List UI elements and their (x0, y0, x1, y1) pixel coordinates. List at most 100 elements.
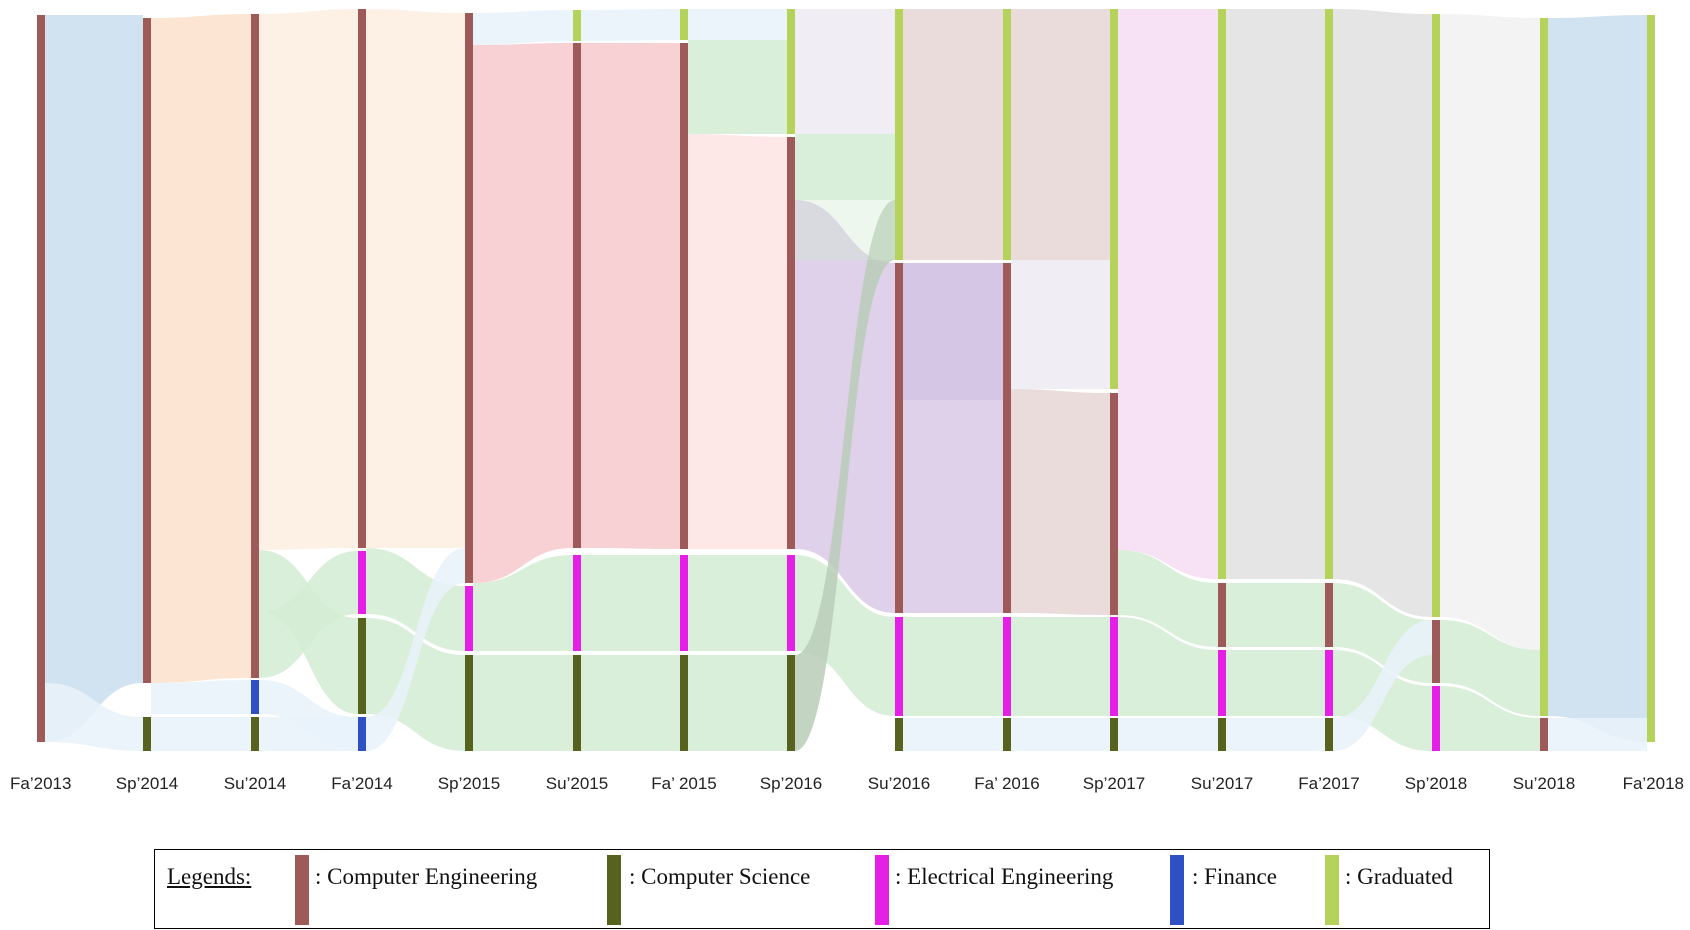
legend-label-graduated: : Graduated (1345, 864, 1453, 889)
flow-ribbon (1118, 718, 1218, 751)
flow-ribbon (688, 9, 787, 40)
flow-ribbon (795, 555, 895, 716)
node-graduated (1325, 9, 1333, 579)
flow-ribbon (795, 9, 895, 134)
flow-ribbon (1440, 14, 1540, 650)
flow-ribbon (1011, 718, 1110, 751)
node-computer-engineering (37, 15, 45, 742)
node-graduated (1647, 15, 1655, 742)
flow-ribbon (1118, 550, 1218, 647)
node-electrical-engineering (1110, 617, 1118, 716)
node-electrical-engineering (680, 555, 688, 651)
flow-ribbon (795, 200, 895, 751)
flow-ribbon (473, 555, 573, 651)
term-label: Fa’2014 (331, 774, 392, 793)
flow-ribbon (795, 134, 895, 200)
node-graduated (1432, 14, 1440, 617)
term-label: Sp’2015 (438, 774, 500, 793)
flow-ribbon (1011, 389, 1110, 615)
flow-ribbon (903, 718, 1003, 751)
term-label: Fa’ 2015 (651, 774, 717, 793)
node-computer-science (143, 717, 151, 751)
node-computer-engineering (1432, 620, 1440, 683)
node-computer-science (1218, 718, 1226, 751)
node-graduated (787, 9, 795, 134)
sankey-diagram: Fa’2013 Sp’2014 Su’2014 Fa’2014 Sp’2015 Su’20… (10, 9, 1684, 793)
node-computer-science (1003, 718, 1011, 751)
flow-ribbon (581, 43, 680, 549)
node-computer-science (251, 717, 259, 751)
term-label: Su’2017 (1191, 774, 1253, 793)
legend-label-computer-science: : Computer Science (629, 864, 811, 889)
flow-overlay (795, 200, 895, 260)
node-electrical-engineering (465, 586, 473, 651)
flow-ribbon (151, 717, 251, 751)
node-graduated (1218, 9, 1226, 579)
node-computer-engineering (1003, 263, 1011, 613)
node-computer-engineering (251, 14, 259, 678)
flow-ribbon (1548, 15, 1647, 742)
node-computer-engineering (1540, 718, 1548, 751)
flow-ribbon (45, 15, 143, 742)
term-label-layer: Fa’2013 Sp’2014 Su’2014 Fa’2014 Sp’2015 Su’20… (10, 774, 1684, 793)
node-computer-engineering (787, 137, 795, 549)
flow-ribbon (259, 551, 358, 678)
legend-swatch-computer-engineering (295, 855, 309, 925)
flow-ribbon (1548, 718, 1647, 751)
node-computer-engineering (895, 263, 903, 613)
term-label: Fa’2017 (1298, 774, 1359, 793)
term-label: Su’2018 (1513, 774, 1575, 793)
flow-ribbon (688, 134, 787, 549)
term-label: Sp’2017 (1083, 774, 1145, 793)
flow-ribbon (259, 717, 358, 751)
flow-ribbon (1118, 617, 1218, 716)
flow-ribbon (1440, 686, 1540, 751)
flow-ribbon (688, 655, 787, 751)
flow-ribbon (688, 555, 787, 651)
flow-ribbon (1226, 9, 1325, 579)
term-label: Sp’2014 (116, 774, 178, 793)
flow-ribbon (1440, 620, 1540, 716)
legend-swatch-computer-science (607, 855, 621, 925)
flow-ribbon (366, 9, 465, 548)
node-electrical-engineering (1432, 686, 1440, 751)
node-computer-engineering (1218, 583, 1226, 647)
flow-ribbon (1333, 9, 1432, 617)
node-electrical-engineering (787, 555, 795, 651)
flow-ribbon (473, 655, 573, 751)
legend-swatch-graduated (1325, 855, 1339, 925)
flow-ribbon (1011, 9, 1110, 260)
legend-swatch-electrical-engineering (875, 855, 889, 925)
legend-swatch-finance (1170, 855, 1184, 925)
flow-ribbon (151, 680, 251, 714)
flow-ribbon (366, 548, 465, 751)
node-finance (358, 717, 366, 751)
node-graduated (895, 9, 903, 260)
flow-ribbon (688, 40, 787, 134)
legend: Legends: : Computer Engineering : Comput… (154, 849, 1490, 929)
flow-overlay (903, 263, 1003, 400)
node-graduated (1540, 18, 1548, 716)
node-electrical-engineering (1325, 650, 1333, 716)
term-label: Su’2015 (546, 774, 608, 793)
node-graduated (573, 10, 581, 41)
flow-ribbon (473, 10, 573, 45)
node-computer-engineering (143, 18, 151, 683)
node-electrical-engineering (1003, 617, 1011, 716)
term-label: Fa’2013 (10, 774, 71, 793)
legend-label-finance: : Finance (1192, 864, 1277, 889)
node-electrical-engineering (895, 617, 903, 716)
node-computer-engineering (465, 13, 473, 583)
flow-ribbon (903, 9, 1003, 260)
node-computer-science (358, 618, 366, 714)
node-computer-science (1325, 718, 1333, 751)
flow-ribbon (1226, 650, 1325, 716)
flow-ribbon (151, 14, 251, 683)
node-electrical-engineering (1218, 650, 1226, 716)
flow-ribbon (366, 548, 465, 651)
flow-ribbon (1011, 617, 1110, 716)
flow-ribbon (1226, 718, 1325, 751)
flow-ribbon (45, 683, 143, 751)
term-label: Sp’2018 (1405, 774, 1467, 793)
flow-layer (45, 9, 1647, 751)
